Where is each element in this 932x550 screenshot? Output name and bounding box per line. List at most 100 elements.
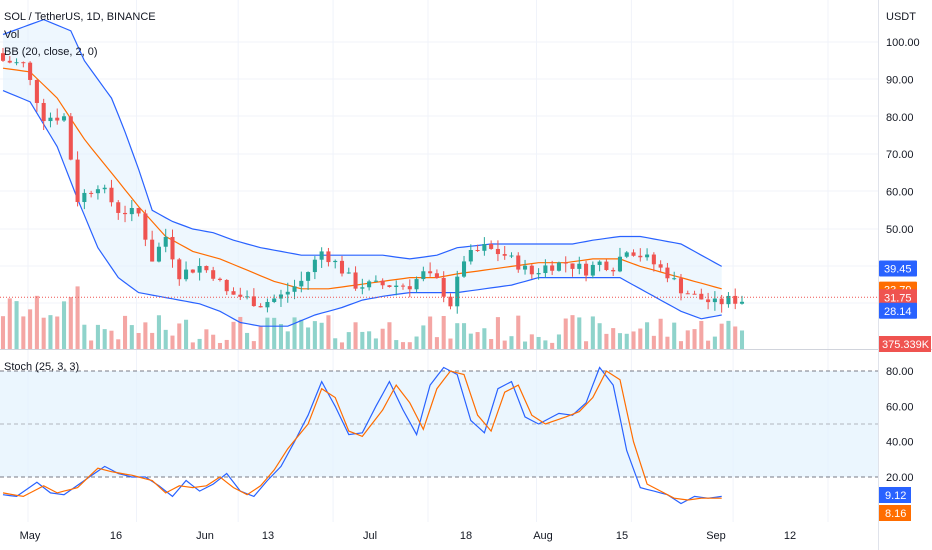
candle-body — [61, 116, 67, 121]
candle-body — [28, 62, 33, 80]
time-axis[interactable]: May 16 Jun 13 Jul 18 Aug 15 Sep 12 — [20, 530, 797, 542]
volume-bar — [170, 335, 175, 349]
volume-bar — [326, 315, 331, 349]
candle-body — [55, 117, 60, 121]
candle-body — [360, 287, 365, 289]
candle-body — [685, 293, 690, 295]
volume-bar — [699, 320, 704, 349]
candle-body — [272, 298, 277, 302]
price-tag-bg — [879, 260, 917, 277]
volume-bar — [407, 342, 412, 349]
candle-body — [543, 265, 548, 274]
candle-body — [597, 261, 602, 265]
volume-bar — [55, 316, 60, 349]
volume-bar — [258, 326, 263, 349]
candle-body — [41, 102, 46, 122]
volume-bar — [21, 316, 26, 349]
stoch-d-line — [2, 370, 722, 501]
volume-bar — [7, 298, 12, 349]
candle-body — [421, 271, 426, 280]
candle-body — [184, 269, 189, 280]
volume-bar — [441, 315, 446, 349]
symbol-title[interactable]: SOL / TetherUS, 1D, BINANCE — [4, 11, 156, 23]
candle-body — [238, 294, 243, 297]
price-tag-label: 39.45 — [884, 263, 912, 275]
candle-body — [217, 278, 222, 280]
volume-bar — [346, 332, 351, 349]
volume-bar — [28, 309, 33, 349]
stoch-tag-label: 9.12 — [885, 490, 906, 502]
volume-bar — [156, 315, 161, 349]
candle-body — [353, 272, 358, 289]
volume-bar — [177, 323, 182, 349]
volume-bar — [394, 340, 399, 349]
volume-bar — [387, 322, 392, 349]
candle-body — [163, 236, 168, 247]
volume-bar — [238, 316, 243, 349]
volume-bar — [353, 322, 358, 349]
volume-bar — [536, 336, 541, 349]
currency-label[interactable]: USDT — [886, 11, 916, 23]
candle-body — [373, 280, 378, 282]
volume-bar — [529, 334, 534, 349]
volume-bar — [509, 336, 514, 349]
price-axis[interactable]: 100.00 90.00 80.00 70.00 60.00 50.00 — [886, 37, 920, 236]
price-tick-label: 80.00 — [886, 112, 914, 124]
candle-body — [380, 280, 385, 286]
volume-bar — [0, 316, 6, 349]
volume-bar — [217, 342, 222, 349]
volume-bar — [516, 315, 521, 349]
volume-bar — [123, 315, 128, 349]
candle-body — [523, 265, 528, 270]
candle-body — [590, 264, 595, 276]
price-tick-label: 90.00 — [886, 74, 914, 86]
volume-bar — [739, 330, 745, 349]
candle-body — [434, 273, 439, 278]
candle-body — [68, 116, 73, 160]
bb-legend[interactable]: BB (20, close, 2, 0) — [4, 46, 98, 58]
volume-bar — [82, 324, 87, 349]
bollinger-band-fill — [3, 19, 722, 327]
stoch-pane[interactable] — [0, 366, 878, 505]
candle-body — [190, 269, 195, 273]
volume-bar — [733, 326, 738, 349]
volume-bar — [550, 342, 555, 349]
candle-body — [570, 263, 575, 269]
volume-bar — [611, 328, 616, 349]
candle-body — [143, 213, 148, 240]
volume-tag-bg — [879, 336, 931, 352]
volume-bar — [400, 342, 406, 349]
volume-bar — [109, 330, 114, 349]
price-tick-label: 100.00 — [886, 37, 920, 49]
candle-body — [156, 246, 161, 262]
volume-bar — [367, 331, 372, 349]
volume-bar — [272, 317, 277, 349]
candle-body — [109, 187, 114, 203]
stoch-axis[interactable]: 80.00 60.00 40.00 20.00 — [886, 366, 914, 484]
volume-bar — [414, 336, 419, 349]
candle-body — [34, 79, 39, 103]
stoch-tag-bg — [879, 505, 911, 521]
volume-bar — [197, 338, 202, 349]
candle-body — [224, 279, 229, 292]
candlestick-series — [0, 47, 745, 314]
volume-bar — [482, 328, 487, 349]
price-tag-label: 28.14 — [884, 306, 912, 318]
candle-body — [726, 295, 731, 305]
volume-legend[interactable]: Vol — [4, 29, 19, 41]
volume-bar — [278, 324, 284, 349]
volume-bar — [584, 341, 589, 349]
candle-body — [306, 272, 311, 281]
volume-bar — [421, 325, 426, 349]
volume-bar — [68, 297, 73, 349]
volume-bar — [163, 329, 168, 349]
candle-body — [123, 212, 128, 215]
time-tick-label: May — [20, 530, 41, 542]
candle-body — [712, 298, 717, 303]
volume-bar — [706, 340, 711, 349]
candle-body — [129, 208, 134, 215]
volume-bar — [34, 295, 39, 349]
stoch-legend[interactable]: Stoch (25, 3, 3) — [4, 361, 79, 373]
